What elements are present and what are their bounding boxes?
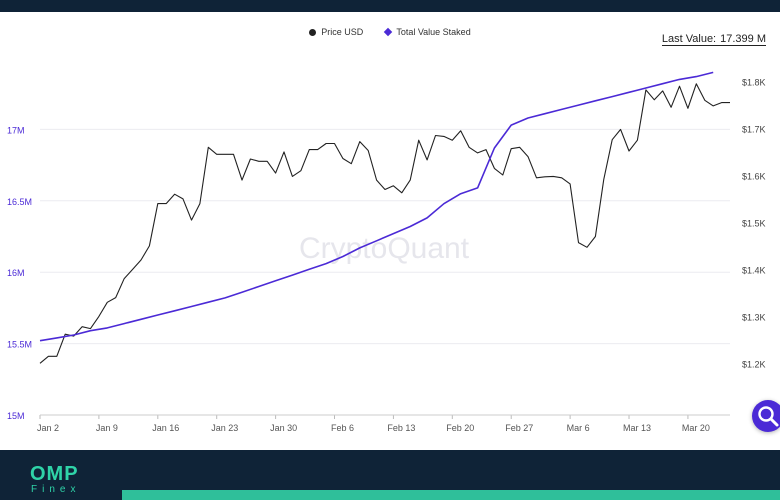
logo-text: OMP xyxy=(30,463,79,485)
right-tick-label: $1.2K xyxy=(742,359,766,369)
left-tick-label: 17M xyxy=(7,125,25,135)
staked-series-line xyxy=(39,71,714,342)
right-axis-ticks: $1.2K $1.3K $1.4K $1.5K $1.6K $1.7K $1.8K xyxy=(742,77,766,369)
left-axis-ticks: 15M 15.5M 16M 16.5M 17M xyxy=(7,125,32,421)
last-value-readout: Last Value: 17.399 M xyxy=(661,33,766,46)
right-tick-label: $1.7K xyxy=(742,124,766,134)
x-tick-label: Feb 27 xyxy=(505,423,533,433)
legend-price-label: Price USD xyxy=(321,27,364,37)
chart-panel xyxy=(0,12,780,450)
last-value-number: 17.399 M xyxy=(720,33,766,45)
x-tick-label: Mar 6 xyxy=(567,423,590,433)
top-bar xyxy=(0,0,780,12)
right-tick-label: $1.3K xyxy=(742,312,766,322)
right-tick-label: $1.5K xyxy=(742,218,766,228)
legend-item-staked[interactable]: Total Value Staked xyxy=(384,27,471,37)
legend-item-price[interactable]: Price USD xyxy=(309,27,363,37)
left-tick-label: 15.5M xyxy=(7,340,32,350)
x-tick-label: Jan 9 xyxy=(96,423,118,433)
x-tick-label: Jan 2 xyxy=(37,423,59,433)
x-tick-label: Jan 23 xyxy=(211,423,238,433)
x-tick-label: Feb 13 xyxy=(387,423,415,433)
right-tick-label: $1.8K xyxy=(742,77,766,87)
right-tick-label: $1.6K xyxy=(742,171,766,181)
grid-lines xyxy=(40,128,730,416)
footer: OMP Finex xyxy=(0,450,780,500)
left-tick-label: 16.5M xyxy=(7,197,32,207)
x-tick-label: Feb 6 xyxy=(331,423,354,433)
staked-marker-icon xyxy=(384,27,393,37)
left-tick-label: 16M xyxy=(7,268,25,278)
legend: Price USD Total Value Staked xyxy=(0,22,780,42)
left-tick-label: 15M xyxy=(7,411,25,421)
x-tick-label: Mar 20 xyxy=(682,423,710,433)
right-tick-label: $1.4K xyxy=(742,265,766,275)
x-tick-label: Jan 16 xyxy=(152,423,179,433)
last-value-label: Last Value: xyxy=(661,33,717,45)
series-layer xyxy=(39,71,730,364)
x-tick-label: Mar 13 xyxy=(623,423,651,433)
search-icon xyxy=(758,406,779,427)
search-button[interactable] xyxy=(752,400,780,432)
footer-accent-strip xyxy=(122,490,780,500)
logo-subtext: Finex xyxy=(31,484,81,495)
price-marker-icon xyxy=(309,28,317,36)
x-axis-ticks: Jan 2 Jan 9 Jan 16 Jan 23 Jan 30 Feb 6 Feb 13 F… xyxy=(37,414,730,433)
x-tick-label: Feb 20 xyxy=(446,423,474,433)
legend-staked-label: Total Value Staked xyxy=(396,27,471,37)
x-tick-label: Jan 30 xyxy=(270,423,297,433)
price-series-line xyxy=(39,83,730,364)
